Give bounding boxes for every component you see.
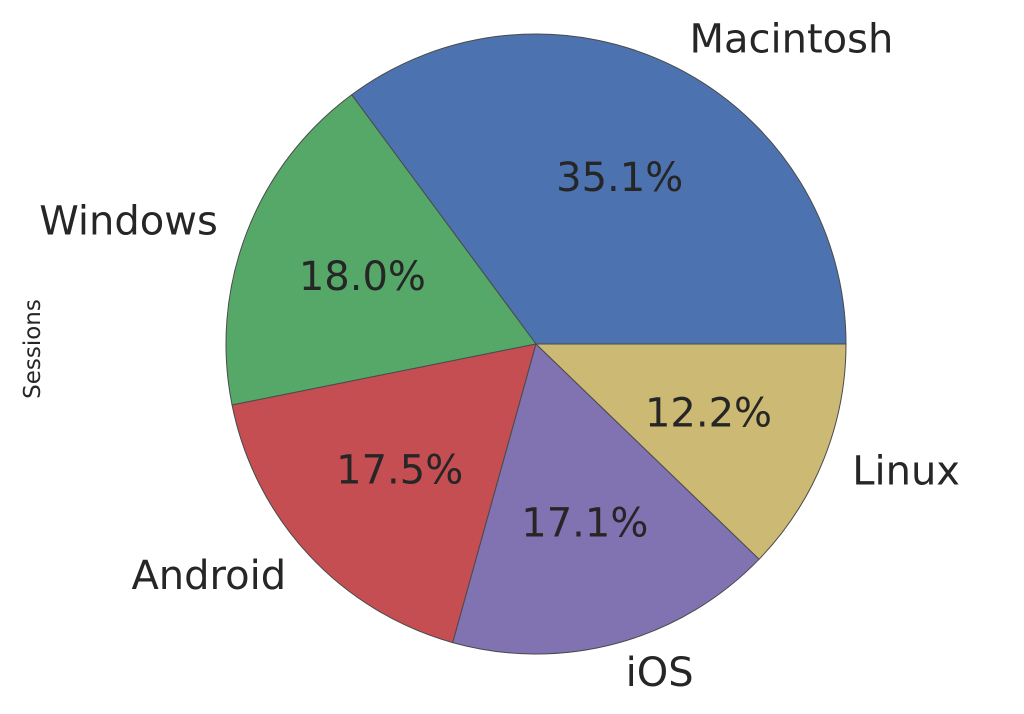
- pie-slice-ios: [452, 343, 760, 655]
- pie-category-label-macintosh: Macintosh: [690, 17, 894, 63]
- pie-category-label-ios: iOS: [626, 650, 694, 696]
- pie-pct-label-windows: 18.0%: [299, 254, 426, 300]
- pie-slice-android: [231, 343, 537, 644]
- pie-slice-windows: [225, 94, 537, 406]
- pie-category-label-linux: Linux: [852, 449, 960, 495]
- pie-slices: [225, 33, 847, 655]
- pie-pct-label-macintosh: 35.1%: [556, 155, 683, 201]
- pie-category-label-android: Android: [131, 553, 286, 599]
- pie-pct-label-linux: 12.2%: [645, 391, 772, 437]
- pie-pct-label-android: 17.5%: [336, 448, 463, 494]
- pie-pct-label-ios: 17.1%: [521, 501, 648, 547]
- y-axis-label: Sessions: [20, 299, 46, 399]
- pie-labels: 35.1% Macintosh 18.0% Windows 17.5% Android 17…: [39, 17, 960, 697]
- pie-slice-linux: [534, 343, 847, 560]
- pie-category-label-windows: Windows: [39, 198, 218, 244]
- pie-slice-macintosh: [350, 33, 847, 345]
